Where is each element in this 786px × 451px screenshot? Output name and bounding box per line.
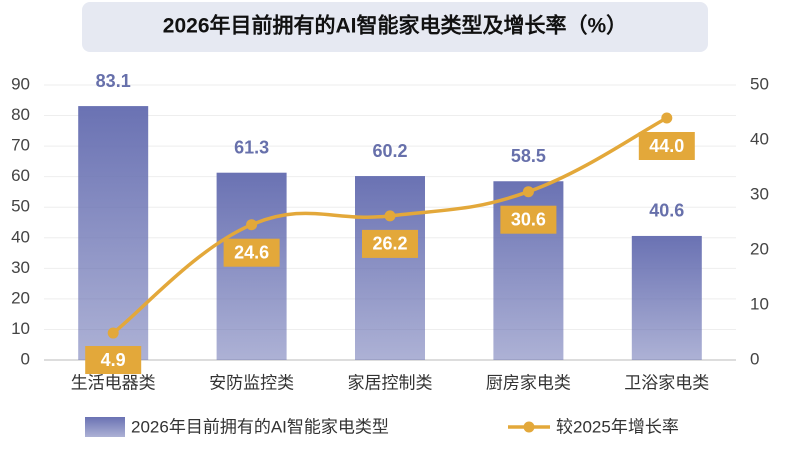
y2-tick-label: 40 bbox=[750, 129, 769, 148]
bar-value-label: 61.3 bbox=[234, 137, 269, 157]
growth-value-label: 30.6 bbox=[511, 209, 546, 229]
y-tick-label: 30 bbox=[11, 258, 30, 277]
y-tick-label: 40 bbox=[11, 227, 30, 246]
growth-label-box bbox=[223, 238, 280, 267]
y-tick-label: 60 bbox=[11, 166, 30, 185]
growth-label-box bbox=[638, 132, 695, 160]
growth-point bbox=[661, 112, 673, 124]
y2-tick-label: 20 bbox=[750, 239, 769, 258]
legend-swatch-point bbox=[523, 421, 535, 433]
bar-value-label: 58.5 bbox=[511, 146, 546, 166]
y2-tick-label: 50 bbox=[750, 74, 769, 93]
x-tick-label: 安防监控类 bbox=[209, 373, 294, 392]
x-tick-label: 家居控制类 bbox=[348, 373, 433, 392]
chart-title: 2026年目前拥有的AI智能家电类型及增长率（%） bbox=[163, 14, 627, 38]
legend-label: 2026年目前拥有的AI智能家电类型 bbox=[131, 417, 389, 436]
x-tick-label: 厨房家电类 bbox=[486, 373, 571, 392]
x-tick-label: 卫浴家电类 bbox=[624, 373, 709, 392]
bar-value-label: 60.2 bbox=[372, 141, 407, 161]
bar bbox=[355, 176, 425, 360]
growth-point bbox=[107, 327, 119, 339]
x-tick-label: 生活电器类 bbox=[71, 373, 156, 392]
growth-label-box bbox=[500, 205, 557, 234]
growth-point bbox=[384, 210, 396, 222]
y-tick-label: 50 bbox=[11, 197, 30, 216]
bar-value-label: 83.1 bbox=[96, 71, 131, 91]
legend-label: 较2025年增长率 bbox=[556, 417, 679, 436]
growth-value-label: 24.6 bbox=[234, 242, 269, 262]
legend-swatch bbox=[85, 417, 125, 437]
y2-tick-label: 0 bbox=[750, 349, 759, 368]
y-tick-label: 0 bbox=[21, 349, 30, 368]
growth-point bbox=[522, 186, 534, 198]
y-tick-label: 70 bbox=[11, 136, 30, 155]
y2-tick-label: 30 bbox=[750, 184, 769, 203]
growth-label-box bbox=[362, 229, 418, 258]
y2-tick-label: 10 bbox=[750, 294, 769, 313]
bar bbox=[78, 106, 149, 360]
bar-value-label: 40.6 bbox=[649, 201, 684, 221]
y-tick-label: 10 bbox=[11, 319, 30, 338]
growth-value-label: 26.2 bbox=[372, 234, 407, 254]
growth-value-label: 44.0 bbox=[649, 136, 684, 156]
bar bbox=[631, 235, 702, 360]
title-box bbox=[82, 2, 708, 52]
growth-label-box bbox=[85, 346, 142, 374]
growth-point bbox=[246, 219, 258, 231]
y-tick-label: 20 bbox=[11, 288, 30, 307]
growth-value-label: 4.9 bbox=[101, 350, 126, 370]
y-tick-label: 90 bbox=[11, 74, 30, 93]
y-tick-label: 80 bbox=[11, 105, 30, 124]
